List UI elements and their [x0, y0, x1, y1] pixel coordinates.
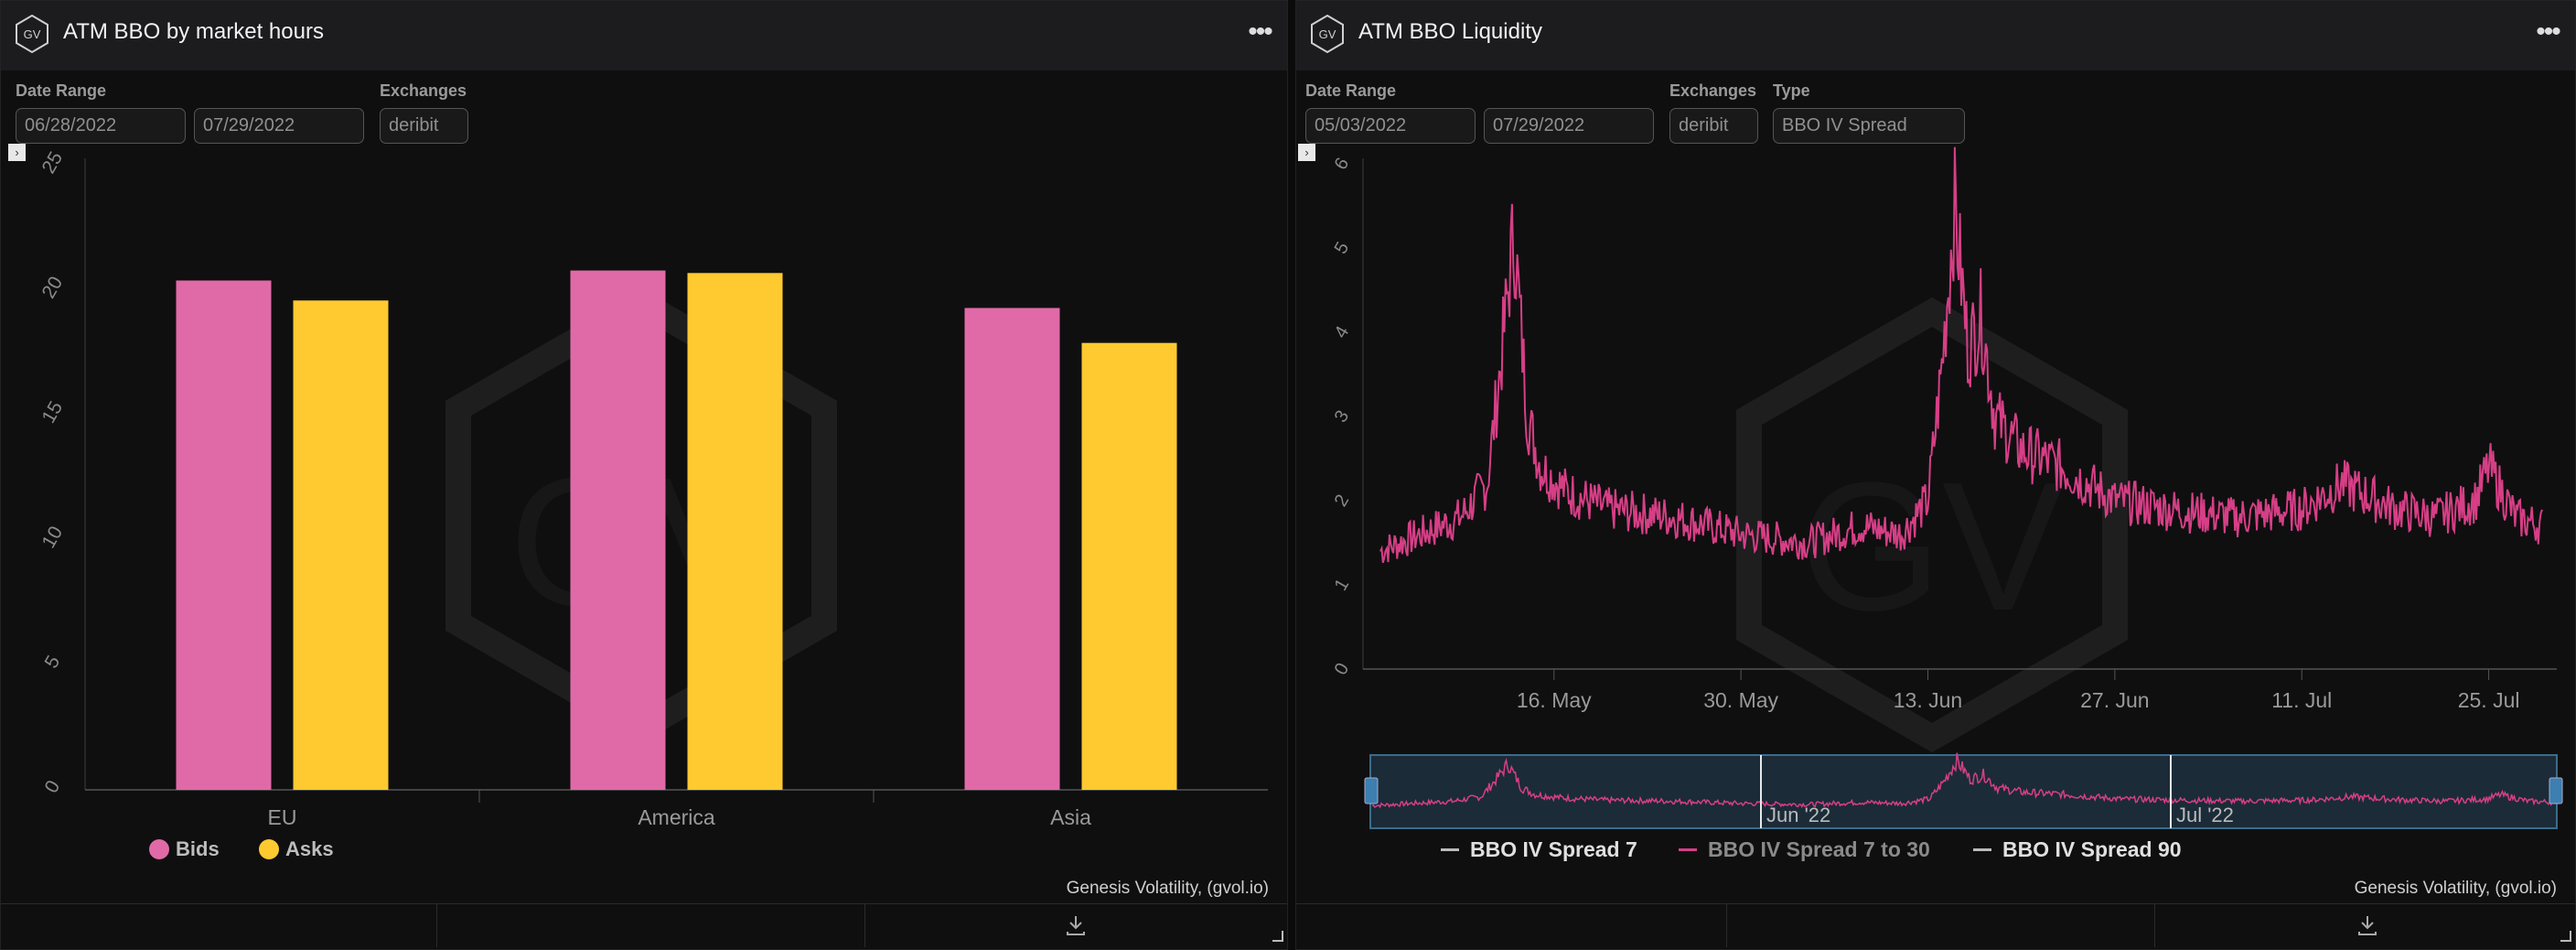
start-date-input[interactable]: 05/03/2022 [1305, 108, 1476, 144]
legend-item-asks[interactable]: Asks [259, 837, 334, 861]
bar-bids-america[interactable] [570, 270, 666, 790]
x-tick-label: Asia [1050, 805, 1091, 829]
expand-toggle-icon[interactable]: › [1298, 144, 1315, 161]
y-tick-label: 10 [38, 523, 68, 552]
bar-bids-eu[interactable] [176, 280, 272, 790]
more-options-icon[interactable]: ••• [1248, 16, 1273, 47]
panel-footer [1, 903, 1287, 947]
panel-title: ATM BBO by market hours [63, 19, 324, 44]
bar-asks-asia[interactable] [1081, 342, 1177, 790]
legend-label: BBO IV Spread 7 to 30 [1708, 837, 1930, 861]
start-date-input[interactable]: 06/28/2022 [16, 108, 186, 144]
x-tick-label: 11. Jul [2271, 688, 2332, 712]
bar-bids-asia[interactable] [964, 308, 1060, 791]
download-icon[interactable] [1062, 912, 1089, 939]
date-range-label: Date Range [16, 81, 107, 100]
x-tick-label: 16. May [1517, 688, 1592, 712]
resize-handle-icon[interactable] [2560, 931, 2571, 942]
more-options-icon[interactable]: ••• [2536, 16, 2561, 47]
gv-logo-icon: GV [1311, 14, 1344, 54]
expand-toggle-icon[interactable]: › [8, 144, 26, 161]
navigator-series-line [1371, 752, 2556, 809]
bbo-liquidity-panel: GV ATM BBO Liquidity ••• Date Range 05/0… [1295, 0, 2576, 950]
end-date-input[interactable]: 07/29/2022 [1484, 108, 1654, 144]
watermark-logo-icon: GV [1736, 297, 2128, 753]
x-tick-label: 13. Jun [1894, 688, 1962, 712]
resize-handle-icon[interactable] [1272, 931, 1283, 942]
navigator-left-handle[interactable] [1364, 777, 1379, 804]
y-tick-label: 25 [38, 148, 68, 178]
navigator-label-jul: Jul '22 [2176, 804, 2234, 826]
legend-item-bids[interactable]: Bids [149, 837, 220, 861]
credits-link[interactable]: Genesis Volatility, (gvol.io) [2354, 879, 2557, 898]
line-chart: GV 0 1 2 3 4 5 6 16. May 30. May 13. Jun 27. Jun 1… [1331, 146, 2563, 829]
svg-text:GV: GV [24, 27, 41, 41]
x-tick-label: EU [268, 805, 297, 829]
exchanges-label: Exchanges [1669, 81, 1757, 100]
y-tick-label: 4 [1331, 323, 1354, 342]
x-tick-label: 25. Jul [2458, 688, 2520, 712]
y-tick-label: 1 [1331, 576, 1354, 595]
y-tick-label: 5 [1331, 239, 1354, 258]
svg-text:GV: GV [1319, 27, 1336, 41]
y-tick-label: 3 [1331, 407, 1354, 426]
panel-footer [1296, 903, 2575, 947]
asks-legend-dot [259, 839, 279, 859]
gv-logo-icon: GV [16, 14, 48, 54]
legend-label: BBO IV Spread 7 [1470, 837, 1637, 861]
download-icon[interactable] [2354, 912, 2381, 939]
bbo-market-hours-panel: GV ATM BBO by market hours ••• Date Rang… [0, 0, 1288, 950]
bids-legend-label: Bids [176, 837, 220, 860]
exchange-select[interactable]: deribit [1669, 108, 1758, 144]
exchanges-label: Exchanges [380, 81, 467, 100]
y-tick-label: 6 [1331, 155, 1354, 174]
bar-asks-eu[interactable] [293, 300, 389, 790]
range-navigator[interactable]: Jun '22 Jul '22 [1364, 752, 2563, 829]
x-tick-label: America [638, 805, 715, 829]
legend-item-bbo-iv-spread-7[interactable]: BBO IV Spread 7 [1441, 837, 1637, 862]
type-label: Type [1773, 81, 1810, 100]
bar-asks-america[interactable] [687, 273, 783, 791]
y-tick-label: 15 [38, 398, 68, 427]
y-tick-label: 5 [40, 653, 64, 673]
legend-item-bbo-iv-spread-90[interactable]: BBO IV Spread 90 [1973, 837, 2182, 862]
y-tick-label: 2 [1331, 491, 1354, 511]
bbo-iv-spread-7-to-30-line [1379, 146, 2543, 564]
y-tick-label: 20 [38, 273, 68, 302]
navigator-right-handle[interactable] [2549, 777, 2563, 804]
legend-label: BBO IV Spread 90 [2002, 837, 2182, 861]
type-select[interactable]: BBO IV Spread [1773, 108, 1965, 144]
watermark-text: GV [1800, 445, 2065, 649]
panel-title: ATM BBO Liquidity [1358, 19, 1542, 44]
x-tick-label: 27. Jun [2080, 688, 2149, 712]
end-date-input[interactable]: 07/29/2022 [194, 108, 364, 144]
panel-header: GV ATM BBO Liquidity ••• [1296, 1, 2575, 70]
date-range-label: Date Range [1305, 81, 1397, 100]
bids-legend-dot [149, 839, 169, 859]
x-tick-label: 30. May [1703, 688, 1778, 712]
asks-legend-label: Asks [285, 837, 334, 860]
panel-header: GV ATM BBO by market hours ••• [1, 1, 1287, 70]
y-tick-label: 0 [1331, 660, 1354, 679]
y-tick-label: 0 [40, 777, 64, 797]
legend-item-bbo-iv-spread-7-to-30[interactable]: BBO IV Spread 7 to 30 [1679, 837, 1930, 862]
navigator-label-jun: Jun '22 [1766, 804, 1830, 826]
credits-link[interactable]: Genesis Volatility, (gvol.io) [1066, 879, 1269, 898]
exchange-select[interactable]: deribit [380, 108, 468, 144]
